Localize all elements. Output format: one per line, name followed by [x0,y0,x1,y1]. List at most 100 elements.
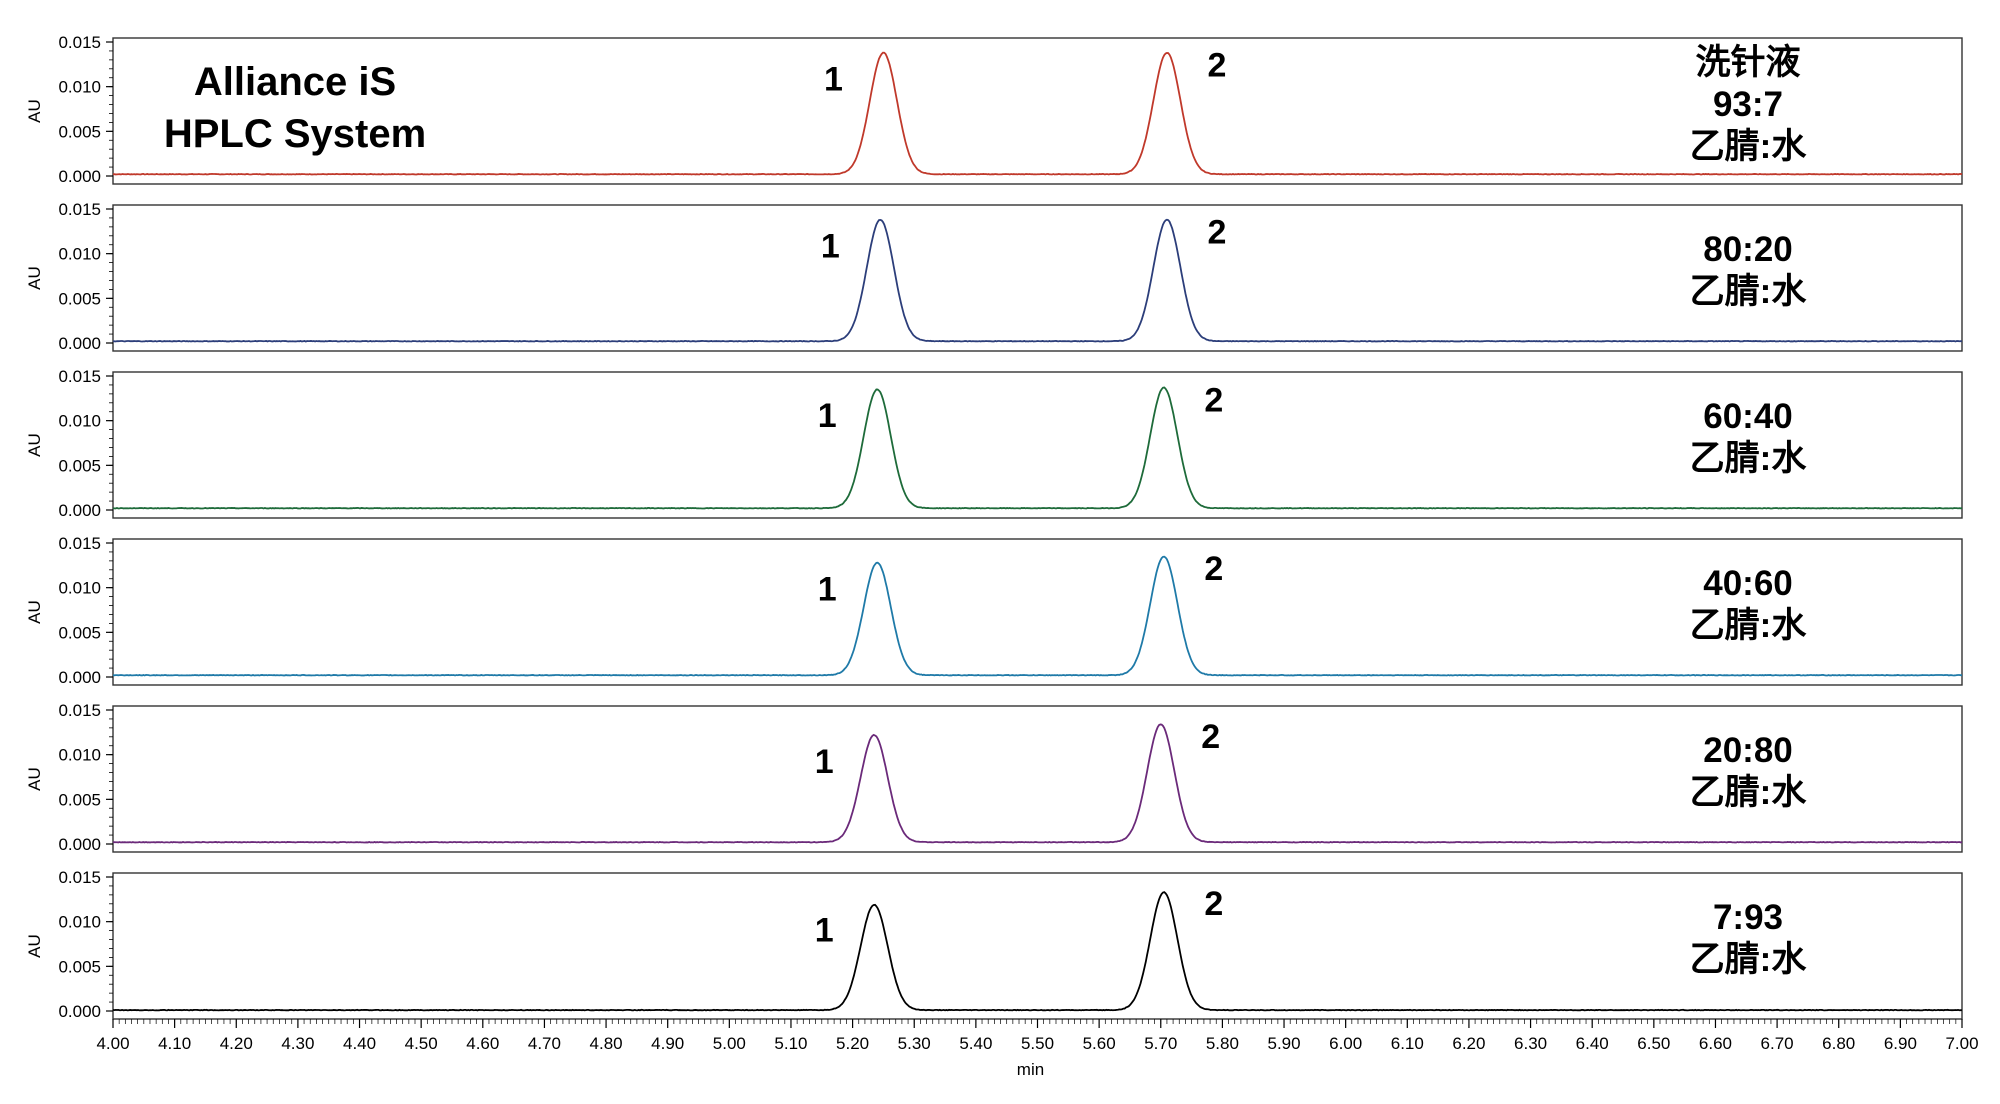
panel-annotation: 乙腈:水 [1690,272,1808,311]
peak-label-1: 1 [818,570,837,608]
x-tick-label: 4.40 [343,1034,376,1053]
panel-annotation: 乙腈:水 [1690,940,1808,979]
y-tick-label: 0.010 [58,412,101,431]
peak-label-1: 1 [815,743,834,781]
panel-frame [112,872,1963,1020]
panel-annotation: 7:93 [1713,898,1783,937]
y-tick-label: 0.000 [58,501,101,520]
x-tick-label: 4.20 [220,1034,253,1053]
peak-label-1: 1 [815,912,834,950]
x-tick-label: 5.10 [774,1034,807,1053]
y-tick-label: 0.015 [58,367,101,386]
chart-title: Alliance iS [194,60,396,104]
peak-label-2: 2 [1204,381,1223,419]
x-axis-title: min [1017,1060,1044,1079]
series-trace [112,386,1963,510]
x-tick-label: 4.50 [405,1034,438,1053]
x-tick-label: 4.10 [158,1034,191,1053]
x-tick-label: 6.80 [1822,1034,1855,1053]
x-tick-label: 6.40 [1576,1034,1609,1053]
x-tick-label: 5.90 [1267,1034,1300,1053]
peak-label-2: 2 [1204,885,1223,923]
peak-label-1: 1 [821,228,840,266]
x-tick-label: 5.80 [1206,1034,1239,1053]
x-tick-label: 6.60 [1699,1034,1732,1053]
x-tick-label: 4.70 [528,1034,561,1053]
x-tick-label: 5.50 [1021,1034,1054,1053]
y-tick-label: 0.000 [58,668,101,687]
x-tick-label: 6.90 [1884,1034,1917,1053]
x-tick-label: 4.90 [651,1034,684,1053]
x-tick-label: 5.60 [1083,1034,1116,1053]
series-trace [112,891,1963,1012]
panel-annotation: 60:40 [1703,397,1793,436]
panel-frame [112,371,1963,519]
peak-label-2: 2 [1207,214,1226,252]
y-tick-label: 0.005 [58,623,101,642]
x-tick-label: 5.00 [713,1034,746,1053]
y-tick-label: 0.015 [58,200,101,219]
y-axis-title: AU [25,433,44,457]
x-tick-label: 6.30 [1514,1034,1547,1053]
panel-frame [112,705,1963,853]
y-tick-label: 0.000 [58,835,101,854]
x-tick-label: 5.70 [1144,1034,1177,1053]
y-tick-label: 0.005 [58,957,101,976]
y-tick-label: 0.010 [58,579,101,598]
chart-title: HPLC System [164,112,426,156]
y-tick-label: 0.015 [58,868,101,887]
y-tick-label: 0.015 [58,33,101,52]
panel-frame [112,204,1963,352]
panel-frame [112,538,1963,686]
y-tick-label: 0.005 [58,456,101,475]
y-tick-label: 0.000 [58,334,101,353]
x-tick-label: 6.00 [1329,1034,1362,1053]
series-trace [112,723,1963,844]
peak-label-2: 2 [1201,718,1220,756]
panel-annotation: 乙腈:水 [1690,773,1808,812]
x-tick-label: 5.30 [898,1034,931,1053]
x-tick-label: 6.70 [1761,1034,1794,1053]
peak-label-1: 1 [818,397,837,435]
panel-frame [112,37,1963,185]
y-axis-title: AU [25,767,44,791]
x-tick-label: 4.30 [281,1034,314,1053]
y-tick-label: 0.010 [58,746,101,765]
y-tick-label: 0.015 [58,701,101,720]
panel-annotation: 93:7 [1713,85,1783,124]
x-tick-label: 4.80 [590,1034,623,1053]
peak-label-2: 2 [1204,550,1223,588]
y-tick-label: 0.000 [58,1002,101,1021]
x-tick-label: 4.00 [96,1034,129,1053]
panel-annotation: 20:80 [1703,731,1793,770]
y-axis-title: AU [25,600,44,624]
y-tick-label: 0.000 [58,167,101,186]
y-axis-title: AU [25,99,44,123]
x-tick-label: 6.50 [1637,1034,1670,1053]
panel-annotation: 洗针液 [1695,43,1800,82]
y-tick-label: 0.005 [58,289,101,308]
panel-annotation: 乙腈:水 [1690,606,1808,645]
x-tick-label: 5.20 [836,1034,869,1053]
x-tick-label: 5.40 [959,1034,992,1053]
series-trace [112,218,1963,343]
y-axis-title: AU [25,266,44,290]
y-tick-label: 0.010 [58,245,101,264]
y-tick-label: 0.005 [58,122,101,141]
x-tick-label: 7.00 [1945,1034,1978,1053]
series-trace [112,555,1962,677]
y-axis-title: AU [25,934,44,958]
peak-label-1: 1 [824,61,843,99]
panel-annotation: 80:20 [1703,230,1793,269]
peak-label-2: 2 [1207,47,1226,85]
panel-annotation: 40:60 [1703,564,1793,603]
y-tick-label: 0.005 [58,790,101,809]
panel-annotation: 乙腈:水 [1690,127,1808,166]
y-tick-label: 0.010 [58,78,101,97]
